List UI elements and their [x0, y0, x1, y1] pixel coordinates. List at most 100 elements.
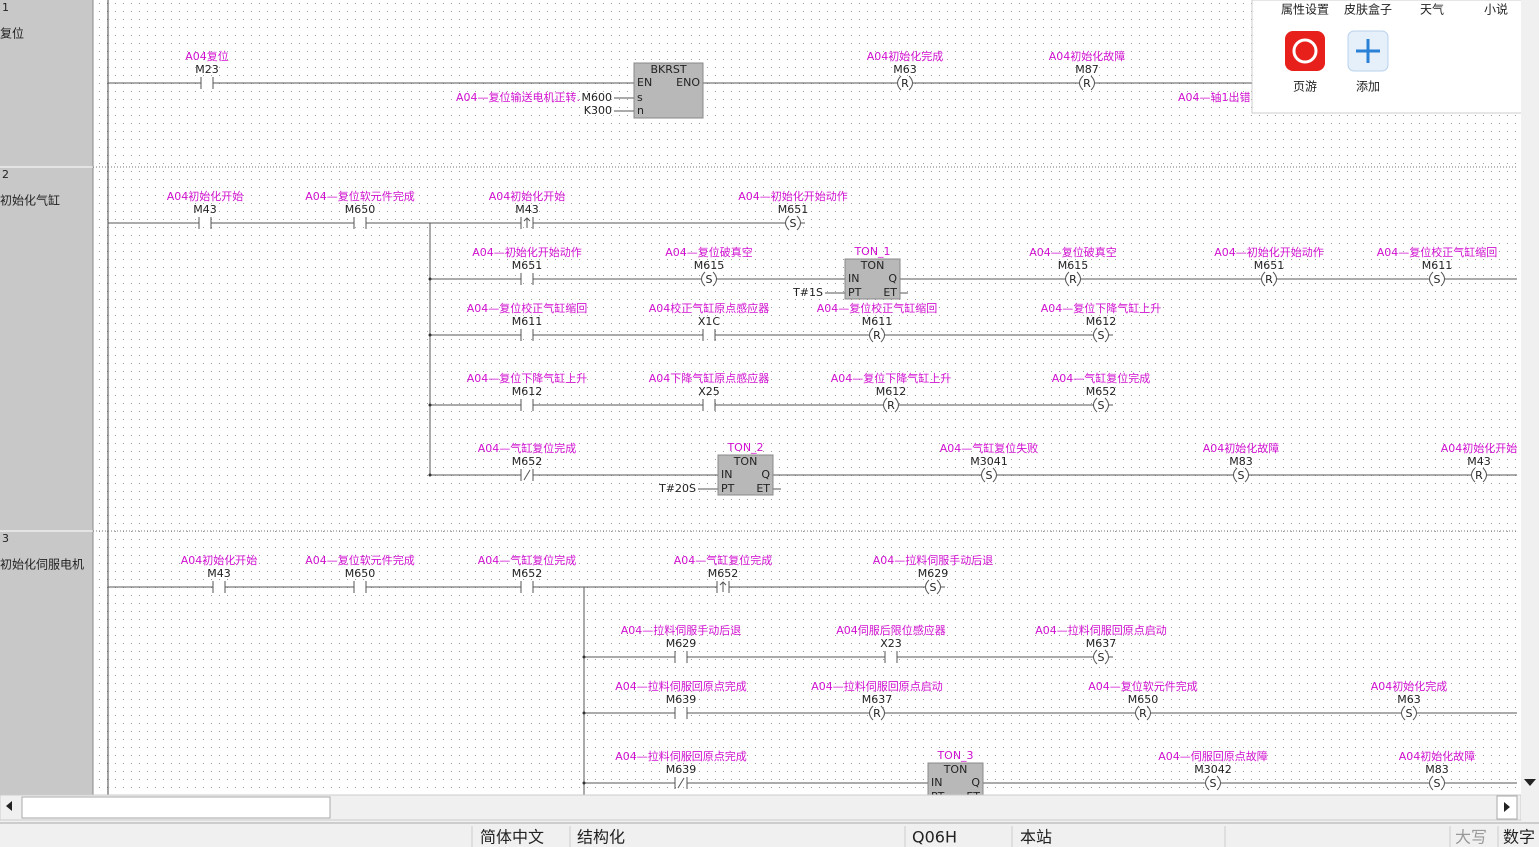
canvas-grid — [93, 0, 1521, 795]
coil-gap — [1429, 274, 1445, 284]
block-pin: IN — [848, 272, 859, 285]
element-comment: A04校正气缸原点感应器 — [649, 301, 770, 315]
device-label: M83 — [1425, 763, 1449, 776]
device-label: X23 — [880, 637, 902, 650]
element-comment: A04伺服后限位感应器 — [836, 623, 946, 637]
coil-arc — [897, 75, 913, 91]
element-comment: A04初始化开始 — [1441, 441, 1518, 455]
element-comment: A04—初始化开始动作 — [738, 189, 848, 203]
coil-op: R — [1475, 469, 1483, 482]
input-device: M600 — [582, 91, 613, 104]
coil-gap — [1401, 708, 1417, 718]
block-name: TON — [733, 455, 758, 468]
scroll-left[interactable] — [6, 801, 12, 811]
element-comment: A04初始化开始 — [181, 553, 258, 567]
rung-gutter — [0, 0, 93, 795]
block-pin: ET — [883, 286, 897, 299]
coil-gap — [1471, 470, 1487, 480]
device-label: M3041 — [970, 455, 1008, 468]
element-comment: A04—初始化开始动作 — [1214, 245, 1324, 259]
element-comment: A04初始化开始 — [489, 189, 566, 203]
device-label: M639 — [666, 693, 697, 706]
contact-gap — [521, 275, 533, 283]
device-label: M611 — [1422, 259, 1453, 272]
device-label: M650 — [1128, 693, 1159, 706]
element-comment: A04初始化完成 — [867, 49, 944, 63]
device-label: X25 — [698, 385, 720, 398]
coil-gap — [883, 400, 899, 410]
coil-gap — [1135, 708, 1151, 718]
block-pin: ENO — [676, 76, 700, 89]
element-comment: A04—复位下降气缸上升 — [1041, 301, 1162, 315]
scroll-down[interactable] — [1524, 779, 1536, 786]
block-name: TON — [860, 259, 885, 272]
element-comment: A04—拉料伺服回原点启动 — [1035, 623, 1167, 637]
popup-tab[interactable]: 小说 — [1484, 2, 1508, 17]
element-comment: A04—复位软元件完成 — [1088, 679, 1198, 693]
coil-gap — [1093, 400, 1109, 410]
input-device: T#20S — [658, 482, 696, 495]
popup-tab[interactable]: 属性设置 — [1281, 3, 1329, 17]
popup-tab[interactable]: 皮肤盒子 — [1344, 2, 1392, 17]
element-comment: A04—复位破真空 — [1029, 245, 1117, 259]
block-name: BKRST — [650, 63, 686, 76]
contact-gap — [199, 219, 211, 227]
device-label: M615 — [694, 259, 725, 272]
element-comment: A04—拉料伺服手动后退 — [621, 623, 742, 637]
coil-op: S — [986, 469, 993, 482]
nc-slash — [523, 469, 531, 481]
element-comment: A04初始化故障 — [1203, 441, 1280, 455]
device-label: M637 — [862, 693, 893, 706]
device-label: M637 — [1086, 637, 1117, 650]
rise-arrow — [719, 581, 727, 592]
block-pin: s — [637, 91, 643, 104]
block-pin: Q — [761, 468, 770, 481]
contact-gap — [521, 583, 533, 591]
coil-arc — [869, 327, 885, 343]
device-label: M63 — [893, 63, 917, 76]
coil-gap — [1429, 778, 1445, 788]
device-label: M611 — [512, 315, 543, 328]
coil-gap — [925, 582, 941, 592]
coil-gap — [785, 218, 801, 228]
coil-gap — [1065, 274, 1081, 284]
coil-arc — [785, 215, 801, 231]
device-label: M3042 — [1194, 763, 1232, 776]
app-icon[interactable] — [1285, 31, 1325, 71]
device-label: M651 — [512, 259, 543, 272]
element-comment: A04—复位下降气缸上升 — [467, 371, 588, 385]
input-comment: A04—复位输送电机正转. — [456, 90, 580, 104]
device-label: M43 — [207, 567, 231, 580]
coil-op: R — [901, 77, 909, 90]
element-comment: A04—复位校正气缸缩回 — [1377, 245, 1498, 259]
popup-tab[interactable]: 天气 — [1420, 2, 1444, 17]
coil-op: S — [1098, 329, 1105, 342]
block-pin: PT — [848, 286, 862, 299]
coil-arc — [981, 467, 997, 483]
block-name: TON — [943, 763, 968, 776]
coil-gap — [869, 708, 885, 718]
device-label: M652 — [512, 455, 543, 468]
device-label: M83 — [1229, 455, 1253, 468]
coil-gap — [1205, 778, 1221, 788]
coil-arc — [1079, 75, 1095, 91]
rung-number: 1 — [2, 1, 9, 14]
app-label: 页游 — [1293, 80, 1317, 94]
function-block — [633, 62, 704, 119]
status-field: 结构化 — [577, 828, 625, 847]
coil-arc — [1135, 705, 1151, 721]
device-label: M629 — [918, 567, 949, 580]
contact-gap — [201, 79, 213, 87]
coil-arc — [1065, 271, 1081, 287]
nc-slash — [677, 777, 685, 789]
coil-gap — [897, 78, 913, 88]
device-label: M43 — [1467, 455, 1491, 468]
coil-arc — [1401, 705, 1417, 721]
coil-arc — [869, 705, 885, 721]
coil-gap — [981, 470, 997, 480]
h-thumb[interactable] — [21, 796, 331, 819]
element-comment: A04复位 — [185, 49, 229, 63]
device-label: M652 — [512, 567, 543, 580]
element-comment: A04初始化故障 — [1049, 49, 1126, 63]
status-field: Q06H — [912, 828, 957, 847]
